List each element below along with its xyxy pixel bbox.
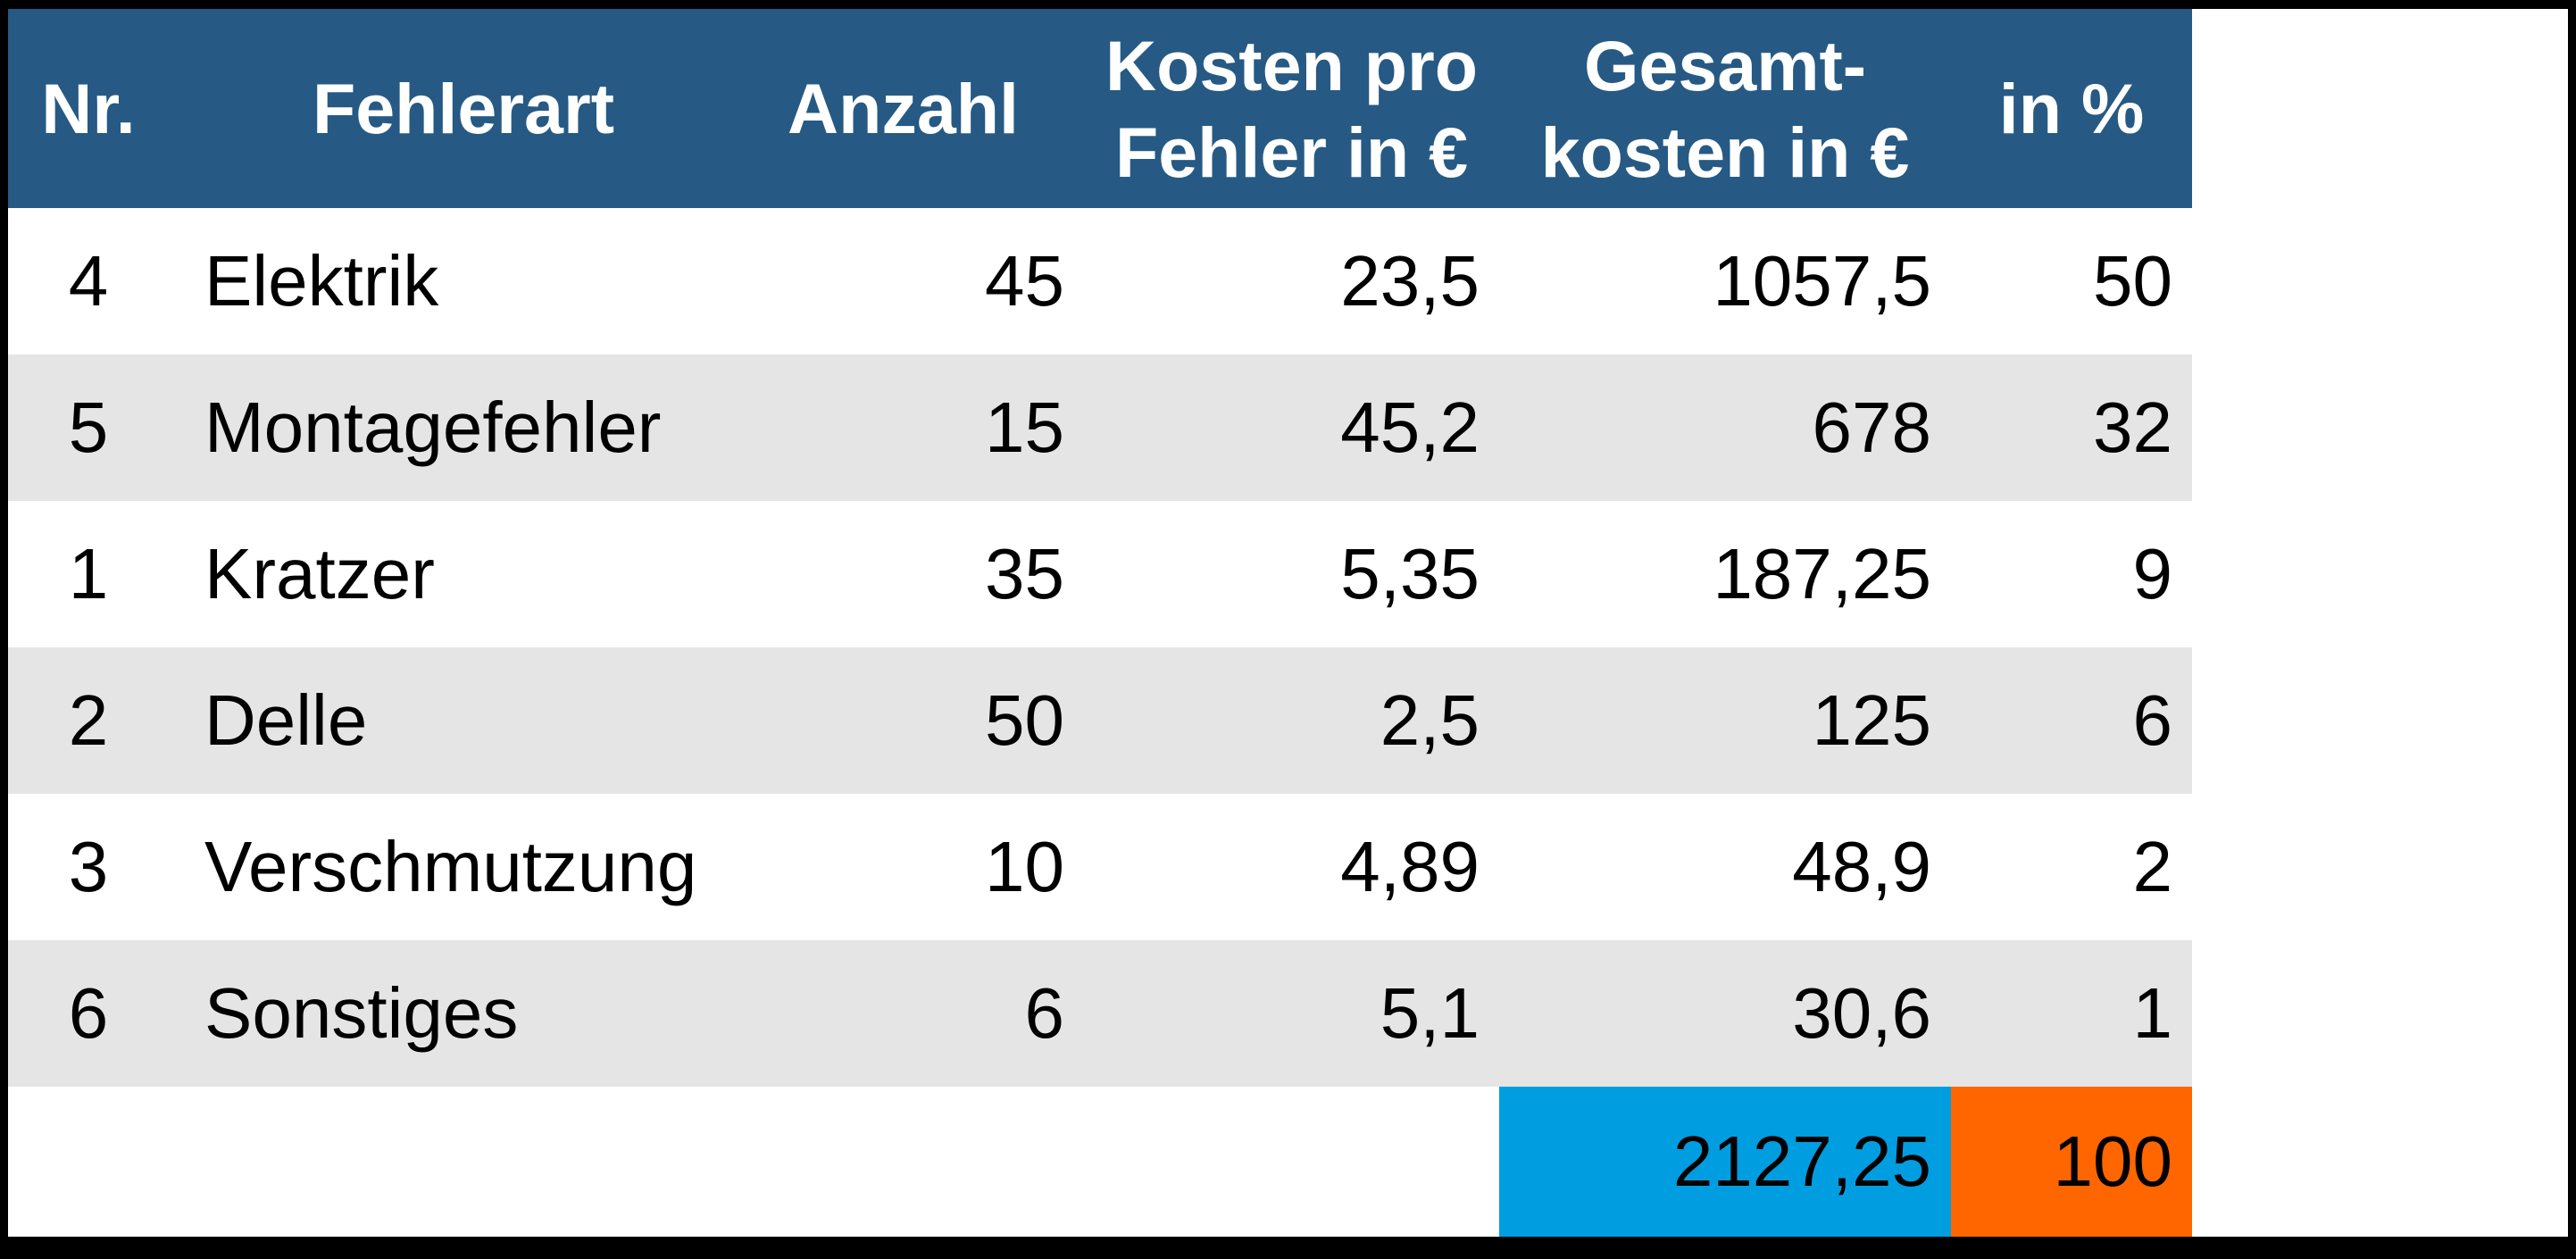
cell-gesamtkosten: 1057,5 — [1713, 241, 1931, 321]
cell-anzahl: 15 — [985, 388, 1064, 467]
cell-anzahl: 6 — [1024, 973, 1065, 1053]
cell-fehlerart: Montagefehler — [204, 388, 662, 467]
cell-nr: 4 — [68, 241, 109, 321]
cell-gesamtkosten: 678 — [1812, 388, 1931, 467]
total-cost-cell: 2127,25 — [1499, 1087, 1951, 1237]
cell-prozent: 6 — [2132, 680, 2173, 760]
cell-anzahl: 45 — [985, 241, 1064, 321]
header-label: Nr. — [41, 69, 136, 148]
header-cell-prozent: in % — [1951, 9, 2192, 208]
cell-nr: 6 — [68, 973, 109, 1053]
cell-kosten_pro_fehler: 5,35 — [1340, 534, 1480, 613]
cell-fehlerart: Sonstiges — [204, 973, 519, 1053]
cell-kosten_pro_fehler: 4,89 — [1340, 827, 1480, 906]
cell-anzahl: 35 — [985, 534, 1064, 613]
header-cell-gesamtkosten: Gesamt-kosten in € — [1499, 9, 1951, 208]
cell-nr: 3 — [68, 827, 109, 906]
cell-prozent: 2 — [2132, 827, 2173, 906]
header-cell-kosten_pro_fehler: Kosten pro Fehler in € — [1084, 9, 1499, 208]
cell-gesamtkosten: 187,25 — [1713, 534, 1931, 613]
cell-kosten_pro_fehler: 2,5 — [1380, 680, 1480, 760]
cell-prozent: 50 — [2093, 241, 2172, 321]
header-cell-nr: Nr. — [8, 9, 169, 208]
cell-kosten_pro_fehler: 5,1 — [1380, 973, 1480, 1053]
cell-fehlerart: Verschmutzung — [204, 827, 697, 906]
header-label: Fehlerart — [312, 69, 615, 148]
footer-empty-cell — [8, 1087, 1499, 1237]
table-row: 5 Montagefehler 15 45,2 678 32 — [8, 354, 2192, 501]
table-row: 4 Elektrik 45 23,5 1057,5 50 — [8, 208, 2192, 354]
header-label: kosten in € — [1540, 112, 1910, 192]
cell-kosten_pro_fehler: 23,5 — [1340, 241, 1480, 321]
cell-prozent: 1 — [2132, 973, 2173, 1053]
total-percent-cell: 100 — [1951, 1087, 2192, 1237]
cell-anzahl: 10 — [985, 827, 1064, 906]
table-row: 6 Sonstiges 6 5,1 30,6 1 — [8, 940, 2192, 1087]
cell-nr: 2 — [68, 680, 109, 760]
header-cell-fehlerart: Fehlerart — [169, 9, 722, 208]
header-label: in % — [1998, 69, 2145, 148]
cell-kosten_pro_fehler: 45,2 — [1340, 388, 1480, 467]
cell-anzahl: 50 — [985, 680, 1064, 760]
header-label: Anzahl — [788, 69, 1019, 148]
header-label: Gesamt- — [1583, 25, 1867, 105]
cell-fehlerart: Kratzer — [204, 534, 435, 613]
table-row: 2 Delle 50 2,5 125 6 — [8, 647, 2192, 794]
table-row: 1 Kratzer 35 5,35 187,25 9 — [8, 501, 2192, 647]
header-label: Fehler in € — [1114, 112, 1469, 192]
footer-row: 2127,25 100 — [8, 1087, 2192, 1237]
cell-gesamtkosten: 48,9 — [1792, 827, 1931, 906]
cell-nr: 5 — [68, 388, 109, 467]
cell-gesamtkosten: 30,6 — [1792, 973, 1931, 1053]
cell-prozent: 9 — [2132, 534, 2173, 613]
header-cell-anzahl: Anzahl — [722, 9, 1084, 208]
cell-fehlerart: Elektrik — [204, 241, 439, 321]
header-row: Nr. Fehlerart Anzahl Kosten pro Fehler in € G… — [8, 9, 2192, 208]
content-area: Nr. Fehlerart Anzahl Kosten pro Fehler in € G… — [8, 9, 2568, 1237]
cell-fehlerart: Delle — [204, 680, 368, 760]
cell-gesamtkosten: 125 — [1812, 680, 1931, 760]
cell-prozent: 32 — [2093, 388, 2172, 467]
table-body: 4 Elektrik 45 23,5 1057,5 50 5 Montagefehler 15 4… — [8, 208, 2192, 1087]
header-label: Kosten pro — [1105, 25, 1478, 105]
cell-nr: 1 — [68, 534, 109, 613]
table-row: 3 Verschmutzung 10 4,89 48,9 2 — [8, 794, 2192, 940]
defect-cost-table: Nr. Fehlerart Anzahl Kosten pro Fehler in € G… — [8, 9, 2192, 1237]
